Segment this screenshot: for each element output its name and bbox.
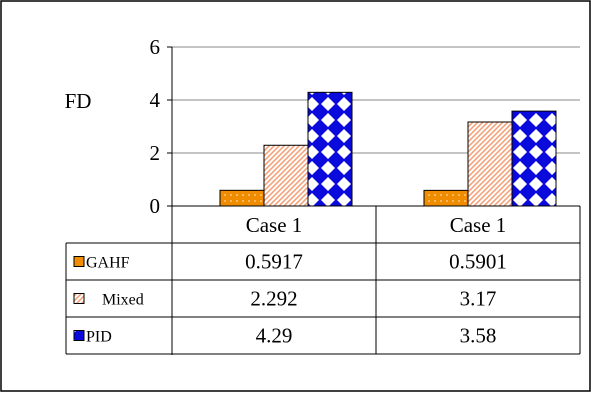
category-label: Case 1 [450,213,507,237]
bars [219,91,557,207]
bar-gahf-1 [219,189,265,207]
bar-mixed-1 [263,144,309,207]
legend-label-gahf: GAHF [86,255,130,272]
bar-mixed-2 [467,121,513,207]
legend-label-pid: PID [86,329,112,346]
y-axis-label: FD [65,89,92,113]
bar-pid-1 [307,91,353,207]
data-label: 2.292 [250,287,297,311]
y-tick-label: 4 [150,88,161,112]
data-label: 0.5917 [245,250,303,274]
data-label: 3.17 [460,287,497,311]
data-label: 3.58 [460,324,497,348]
data-label: 0.5901 [449,250,507,274]
y-tick-label: 0 [150,194,161,218]
data-label: 4.29 [256,324,293,348]
y-tick-label: 6 [150,35,161,59]
bar-gahf-2 [423,189,469,207]
y-axis-ticks: 0 2 4 6 [150,35,172,218]
y-tick-label: 2 [150,141,161,165]
data-table: Case 1 Case 1 GAHF 0.5917 0.5901 Mixed 2.292 3.… [65,206,581,355]
bar-pid-2 [511,110,557,207]
legend-swatch-pid [73,330,85,341]
category-label: Case 1 [246,213,303,237]
legend-swatch-gahf [73,256,85,267]
legend-label-mixed: Mixed [102,292,144,309]
legend-swatch-mixed [73,293,85,304]
